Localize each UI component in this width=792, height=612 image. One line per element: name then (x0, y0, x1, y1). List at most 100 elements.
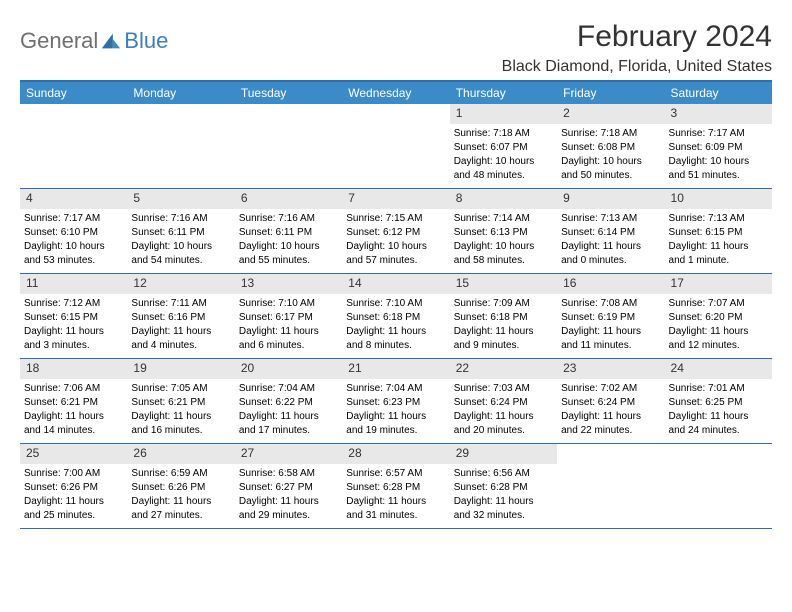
week-row: 4Sunrise: 7:17 AMSunset: 6:10 PMDaylight… (20, 189, 772, 274)
sunrise-text: Sunrise: 6:59 AM (131, 467, 230, 480)
day-cell: 18Sunrise: 7:06 AMSunset: 6:21 PMDayligh… (20, 359, 127, 443)
logo-text-blue: Blue (124, 28, 168, 54)
daylight-text: and 11 minutes. (561, 339, 660, 352)
daylight-text: and 25 minutes. (24, 509, 123, 522)
day-cell (235, 104, 342, 188)
dow-label: Thursday (450, 82, 557, 104)
day-cell: 4Sunrise: 7:17 AMSunset: 6:10 PMDaylight… (20, 189, 127, 273)
day-number: 27 (235, 444, 342, 464)
sunset-text: Sunset: 6:24 PM (561, 396, 660, 409)
daylight-text: and 57 minutes. (346, 254, 445, 267)
daylight-text: Daylight: 11 hours (669, 410, 768, 423)
day-cell (127, 104, 234, 188)
day-number: 16 (557, 274, 664, 294)
daylight-text: and 53 minutes. (24, 254, 123, 267)
day-number: 19 (127, 359, 234, 379)
day-number: 25 (20, 444, 127, 464)
header: General Blue February 2024 Black Diamond… (20, 20, 772, 76)
sunset-text: Sunset: 6:11 PM (239, 226, 338, 239)
day-cell: 2Sunrise: 7:18 AMSunset: 6:08 PMDaylight… (557, 104, 664, 188)
sunrise-text: Sunrise: 7:17 AM (669, 127, 768, 140)
day-cell (665, 444, 772, 528)
sunrise-text: Sunrise: 7:00 AM (24, 467, 123, 480)
day-number: 1 (450, 104, 557, 124)
daylight-text: Daylight: 11 hours (24, 325, 123, 338)
day-cell: 13Sunrise: 7:10 AMSunset: 6:17 PMDayligh… (235, 274, 342, 358)
daylight-text: Daylight: 11 hours (454, 410, 553, 423)
day-number: 15 (450, 274, 557, 294)
daylight-text: and 0 minutes. (561, 254, 660, 267)
day-cell: 23Sunrise: 7:02 AMSunset: 6:24 PMDayligh… (557, 359, 664, 443)
day-cell (342, 104, 449, 188)
day-number: 29 (450, 444, 557, 464)
sunrise-text: Sunrise: 7:06 AM (24, 382, 123, 395)
day-number: 9 (557, 189, 664, 209)
dow-label: Saturday (665, 82, 772, 104)
sunrise-text: Sunrise: 7:15 AM (346, 212, 445, 225)
daylight-text: and 50 minutes. (561, 169, 660, 182)
daylight-text: Daylight: 11 hours (239, 495, 338, 508)
day-number: 17 (665, 274, 772, 294)
sunrise-text: Sunrise: 7:11 AM (131, 297, 230, 310)
daylight-text: and 55 minutes. (239, 254, 338, 267)
daylight-text: and 27 minutes. (131, 509, 230, 522)
day-number: 6 (235, 189, 342, 209)
dow-label: Friday (557, 82, 664, 104)
day-number: 26 (127, 444, 234, 464)
sunrise-text: Sunrise: 7:16 AM (239, 212, 338, 225)
day-cell: 3Sunrise: 7:17 AMSunset: 6:09 PMDaylight… (665, 104, 772, 188)
dow-label: Wednesday (342, 82, 449, 104)
daylight-text: Daylight: 10 hours (346, 240, 445, 253)
sunset-text: Sunset: 6:21 PM (131, 396, 230, 409)
day-cell: 10Sunrise: 7:13 AMSunset: 6:15 PMDayligh… (665, 189, 772, 273)
day-number: 12 (127, 274, 234, 294)
daylight-text: Daylight: 11 hours (131, 325, 230, 338)
day-cell: 7Sunrise: 7:15 AMSunset: 6:12 PMDaylight… (342, 189, 449, 273)
daylight-text: Daylight: 11 hours (346, 410, 445, 423)
title-block: February 2024 Black Diamond, Florida, Un… (502, 20, 772, 76)
day-cell: 19Sunrise: 7:05 AMSunset: 6:21 PMDayligh… (127, 359, 234, 443)
sunset-text: Sunset: 6:10 PM (24, 226, 123, 239)
sunrise-text: Sunrise: 7:10 AM (346, 297, 445, 310)
sunset-text: Sunset: 6:12 PM (346, 226, 445, 239)
daylight-text: and 20 minutes. (454, 424, 553, 437)
day-cell: 12Sunrise: 7:11 AMSunset: 6:16 PMDayligh… (127, 274, 234, 358)
sunset-text: Sunset: 6:26 PM (131, 481, 230, 494)
day-number: 10 (665, 189, 772, 209)
daylight-text: and 24 minutes. (669, 424, 768, 437)
daylight-text: Daylight: 11 hours (131, 495, 230, 508)
logo: General Blue (20, 20, 168, 54)
sunset-text: Sunset: 6:21 PM (24, 396, 123, 409)
daylight-text: and 22 minutes. (561, 424, 660, 437)
day-cell: 16Sunrise: 7:08 AMSunset: 6:19 PMDayligh… (557, 274, 664, 358)
week-row: 1Sunrise: 7:18 AMSunset: 6:07 PMDaylight… (20, 104, 772, 189)
sunset-text: Sunset: 6:18 PM (346, 311, 445, 324)
daylight-text: Daylight: 11 hours (346, 495, 445, 508)
day-cell: 24Sunrise: 7:01 AMSunset: 6:25 PMDayligh… (665, 359, 772, 443)
day-number: 8 (450, 189, 557, 209)
daylight-text: and 54 minutes. (131, 254, 230, 267)
day-cell: 21Sunrise: 7:04 AMSunset: 6:23 PMDayligh… (342, 359, 449, 443)
day-number: 13 (235, 274, 342, 294)
sunrise-text: Sunrise: 7:04 AM (239, 382, 338, 395)
day-cell (557, 444, 664, 528)
daylight-text: and 48 minutes. (454, 169, 553, 182)
daylight-text: and 31 minutes. (346, 509, 445, 522)
sunrise-text: Sunrise: 6:58 AM (239, 467, 338, 480)
week-row: 18Sunrise: 7:06 AMSunset: 6:21 PMDayligh… (20, 359, 772, 444)
day-number: 18 (20, 359, 127, 379)
sunrise-text: Sunrise: 6:56 AM (454, 467, 553, 480)
daylight-text: Daylight: 10 hours (239, 240, 338, 253)
daylight-text: and 58 minutes. (454, 254, 553, 267)
daylight-text: Daylight: 11 hours (454, 325, 553, 338)
day-cell: 20Sunrise: 7:04 AMSunset: 6:22 PMDayligh… (235, 359, 342, 443)
daylight-text: and 29 minutes. (239, 509, 338, 522)
daylight-text: Daylight: 11 hours (669, 325, 768, 338)
daylight-text: Daylight: 10 hours (561, 155, 660, 168)
daylight-text: Daylight: 10 hours (669, 155, 768, 168)
day-cell: 6 Sunrise: 7:16 AMSunset: 6:11 PMDaylight… (235, 189, 342, 273)
sunrise-text: Sunrise: 7:13 AM (669, 212, 768, 225)
sunset-text: Sunset: 6:15 PM (24, 311, 123, 324)
day-number: 21 (342, 359, 449, 379)
daylight-text: and 19 minutes. (346, 424, 445, 437)
